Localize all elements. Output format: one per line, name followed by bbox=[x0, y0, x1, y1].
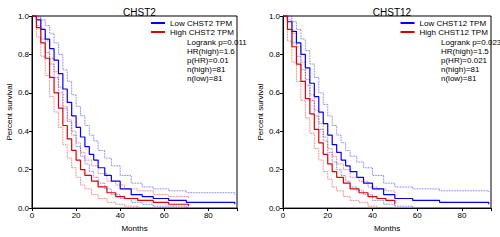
svg-text:High CHST12 TPM: High CHST12 TPM bbox=[420, 28, 489, 37]
svg-text:Percent survival: Percent survival bbox=[256, 83, 265, 140]
svg-text:0.0: 0.0 bbox=[269, 204, 281, 213]
svg-text:CHST12: CHST12 bbox=[373, 7, 412, 18]
svg-text:40: 40 bbox=[116, 211, 125, 220]
svg-text:n(high)=81: n(high)=81 bbox=[441, 65, 480, 74]
svg-text:0.6: 0.6 bbox=[18, 88, 30, 97]
svg-text:Logrank p=0.011: Logrank p=0.011 bbox=[187, 38, 247, 47]
svg-text:0.8: 0.8 bbox=[18, 50, 30, 59]
svg-text:60: 60 bbox=[413, 211, 422, 220]
svg-text:p(HR)=0.021: p(HR)=0.021 bbox=[441, 56, 488, 65]
svg-text:n(low)=81: n(low)=81 bbox=[441, 74, 477, 83]
svg-text:60: 60 bbox=[160, 211, 169, 220]
svg-text:Months: Months bbox=[374, 224, 400, 233]
svg-text:0: 0 bbox=[281, 211, 286, 220]
svg-text:n(low)=81: n(low)=81 bbox=[187, 74, 223, 83]
svg-text:80: 80 bbox=[204, 211, 213, 220]
svg-text:n(high)=81: n(high)=81 bbox=[187, 65, 226, 74]
svg-text:HR(high)=1.5: HR(high)=1.5 bbox=[441, 47, 489, 56]
svg-text:p(HR)=0.01: p(HR)=0.01 bbox=[187, 56, 229, 65]
svg-text:0.0: 0.0 bbox=[18, 204, 30, 213]
svg-text:1.0: 1.0 bbox=[269, 12, 281, 21]
svg-text:0.2: 0.2 bbox=[18, 165, 30, 174]
svg-text:0.6: 0.6 bbox=[269, 88, 281, 97]
svg-text:Months: Months bbox=[121, 224, 147, 233]
svg-text:CHST2: CHST2 bbox=[123, 7, 156, 18]
svg-text:40: 40 bbox=[368, 211, 377, 220]
svg-text:80: 80 bbox=[457, 211, 466, 220]
svg-text:Percent survival: Percent survival bbox=[5, 83, 14, 140]
svg-text:High CHST2 TPM: High CHST2 TPM bbox=[170, 28, 234, 37]
svg-text:0.8: 0.8 bbox=[269, 50, 281, 59]
svg-text:20: 20 bbox=[323, 211, 332, 220]
svg-text:Logrank p=0.023: Logrank p=0.023 bbox=[441, 38, 500, 47]
svg-text:Low CHST12 TPM: Low CHST12 TPM bbox=[420, 19, 487, 28]
svg-text:1.0: 1.0 bbox=[18, 12, 30, 21]
svg-text:0.4: 0.4 bbox=[269, 127, 281, 136]
svg-text:HR(high)=1.6: HR(high)=1.6 bbox=[187, 47, 235, 56]
svg-text:20: 20 bbox=[72, 211, 81, 220]
svg-text:0.2: 0.2 bbox=[269, 165, 281, 174]
svg-text:0.4: 0.4 bbox=[18, 127, 30, 136]
svg-text:0: 0 bbox=[30, 211, 35, 220]
svg-text:Low CHST2 TPM: Low CHST2 TPM bbox=[170, 19, 232, 28]
